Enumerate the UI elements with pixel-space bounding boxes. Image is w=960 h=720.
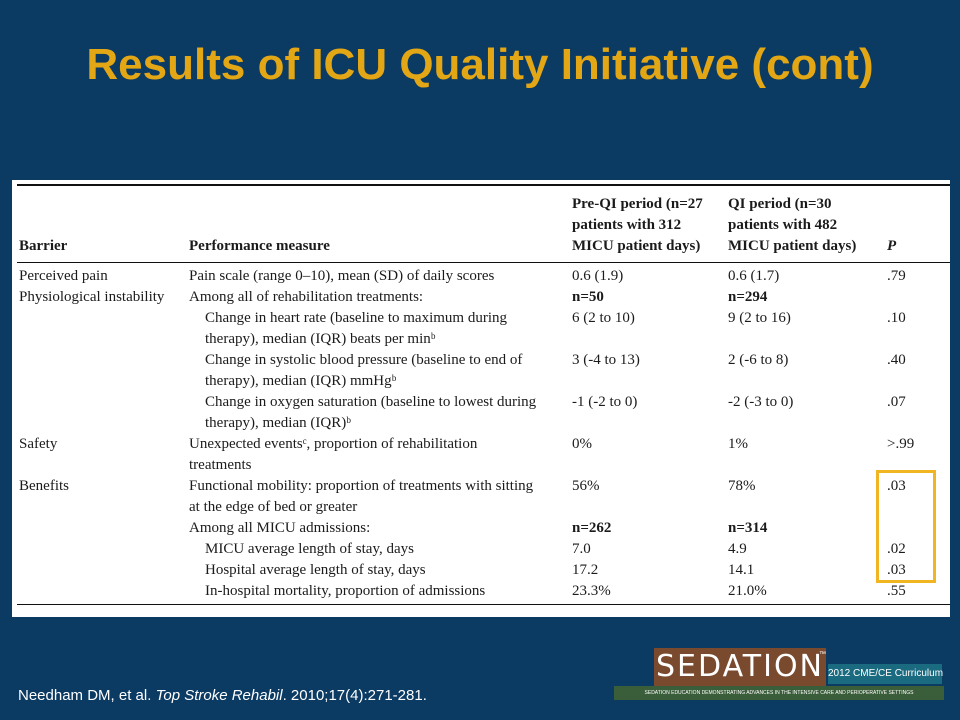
table-cell-pre-qi: 3 (-4 to 13) (572, 352, 640, 368)
table-cell-measure: Among all of rehabilitation treatments: (189, 289, 424, 305)
table-cell-pre-qi: 0.6 (1.9) (572, 268, 624, 284)
citation-authors: Needham DM, et al. (18, 687, 156, 704)
table-cell-measure: therapy), median (IQR)ᵇ (205, 415, 351, 431)
table-cell-measure: In-hospital mortality, proportion of adm… (205, 583, 486, 599)
table-cell-qi: 9 (2 to 16) (728, 310, 791, 326)
header-performance-measure: Performance measure (189, 238, 330, 254)
table-cell-measure: MICU average length of stay, days (205, 541, 414, 557)
table-cell-qi: 2 (-6 to 8) (728, 352, 789, 368)
curriculum-badge: 2012 CME/CE Curriculum (828, 664, 943, 684)
table-cell-p-value: .02 (887, 541, 906, 557)
header-pre-qi: Pre-QI period (n=27 patients with 312 MI… (572, 194, 703, 257)
table-cell-measure: Unexpected eventsᶜ, proportion of rehabi… (189, 436, 478, 452)
table-cell-barrier: Perceived pain (19, 268, 108, 284)
trademark-mark: ™ (819, 651, 826, 658)
table-cell-measure: Hospital average length of stay, days (205, 562, 426, 578)
header-barrier: Barrier (19, 238, 68, 254)
table-cell-p-value: .79 (887, 268, 906, 284)
table-header-rule (17, 262, 950, 263)
table-cell-pre-qi: 7.0 (572, 541, 591, 557)
header-qi-line3: MICU patient days) (728, 238, 857, 254)
table-top-rule (17, 184, 950, 186)
header-qi: QI period (n=30 patients with 482 MICU p… (728, 194, 856, 257)
table-cell-barrier: Benefits (19, 478, 69, 494)
slide-title: Results of ICU Quality Initiative (cont) (86, 40, 874, 89)
table-cell-qi: 4.9 (728, 541, 747, 557)
table-cell-p-value: .10 (887, 310, 906, 326)
table-cell-p-value: .03 (887, 478, 906, 494)
table-cell-measure: therapy), median (IQR) beats per minᵇ (205, 331, 436, 347)
header-pre-qi-line2: patients with 312 (572, 217, 682, 233)
table-cell-qi: n=294 (728, 289, 768, 305)
results-table: Barrier Performance measure Pre-QI perio… (12, 180, 950, 617)
table-cell-pre-qi: -1 (-2 to 0) (572, 394, 638, 410)
table-cell-measure: Functional mobility: proportion of treat… (189, 478, 534, 494)
p-value-highlight-box (876, 470, 936, 583)
citation-details: . 2010;17(4):271-281. (282, 687, 427, 704)
sedation-wordmark: SEDATION (654, 648, 826, 686)
header-qi-line2: patients with 482 (728, 217, 838, 233)
header-qi-line1: QI period (n=30 (728, 196, 832, 212)
citation: Needham DM, et al. Top Stroke Rehabil. 2… (18, 686, 427, 706)
table-cell-measure: Change in heart rate (baseline to maximu… (205, 310, 507, 326)
table-cell-measure: therapy), median (IQR) mmHgᵇ (205, 373, 397, 389)
table-cell-qi: 21.0% (728, 583, 767, 599)
table-cell-measure: Pain scale (range 0–10), mean (SD) of da… (189, 268, 495, 284)
table-cell-qi: 78% (728, 478, 756, 494)
table-cell-pre-qi: n=50 (572, 289, 604, 305)
table-cell-pre-qi: 17.2 (572, 562, 599, 578)
table-cell-measure: Change in systolic blood pressure (basel… (205, 352, 523, 368)
table-cell-measure: at the edge of bed or greater (189, 499, 358, 515)
table-cell-qi: 1% (728, 436, 748, 452)
table-cell-qi: -2 (-3 to 0) (728, 394, 794, 410)
table-cell-barrier: Physiological instability (19, 289, 165, 305)
table-cell-p-value: >.99 (887, 436, 915, 452)
header-pre-qi-line1: Pre-QI period (n=27 (572, 196, 703, 212)
table-cell-p-value: .55 (887, 583, 906, 599)
table-cell-qi: n=314 (728, 520, 768, 536)
table-cell-measure: Among all MICU admissions: (189, 520, 371, 536)
table-cell-measure: treatments (189, 457, 252, 473)
sedation-logo: SEDATION ™ 2012 CME/CE Curriculum SEDATI… (614, 648, 948, 704)
table-cell-qi: 0.6 (1.7) (728, 268, 780, 284)
header-pre-qi-line3: MICU patient days) (572, 238, 701, 254)
table-cell-pre-qi: 56% (572, 478, 600, 494)
table-cell-p-value: .03 (887, 562, 906, 578)
table-cell-pre-qi: 6 (2 to 10) (572, 310, 635, 326)
table-cell-pre-qi: 23.3% (572, 583, 611, 599)
citation-journal: Top Stroke Rehabil (155, 687, 283, 704)
logo-tagline: SEDATION EDUCATION DEMONSTRATING ADVANCE… (614, 686, 944, 700)
table-cell-measure: Change in oxygen saturation (baseline to… (205, 394, 537, 410)
table-cell-barrier: Safety (19, 436, 58, 452)
table-cell-pre-qi: n=262 (572, 520, 612, 536)
table-bottom-rule (17, 604, 950, 605)
table-cell-pre-qi: 0% (572, 436, 592, 452)
table-cell-p-value: .07 (887, 394, 906, 410)
table-cell-qi: 14.1 (728, 562, 755, 578)
header-p-value: P (887, 238, 897, 254)
table-cell-p-value: .40 (887, 352, 906, 368)
